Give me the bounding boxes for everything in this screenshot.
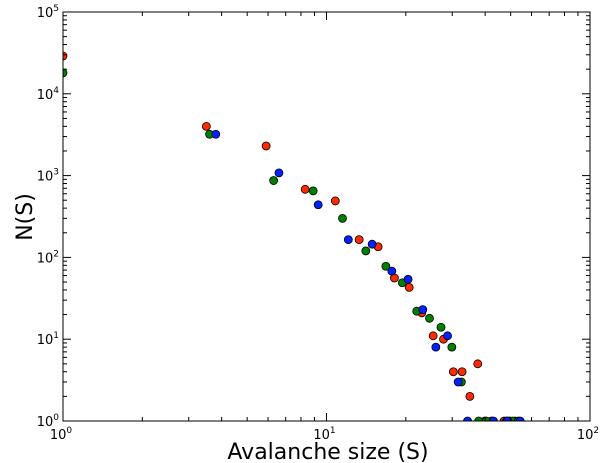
data-points bbox=[63, 51, 525, 421]
plot-frame bbox=[62, 11, 591, 422]
data-point bbox=[381, 261, 391, 271]
data-point bbox=[436, 322, 446, 332]
data-point bbox=[431, 342, 441, 352]
data-point bbox=[338, 213, 347, 223]
y-tick-label: 103 bbox=[37, 168, 59, 185]
data-point bbox=[274, 168, 284, 178]
data-point bbox=[308, 186, 318, 196]
data-point bbox=[269, 176, 279, 185]
data-point bbox=[473, 359, 483, 369]
data-point bbox=[300, 184, 310, 194]
data-point bbox=[261, 141, 271, 151]
data-point bbox=[503, 416, 512, 421]
data-point bbox=[63, 51, 68, 61]
data-point bbox=[428, 331, 438, 341]
x-tick-label: 100 bbox=[50, 426, 73, 443]
data-point bbox=[387, 266, 397, 276]
data-point bbox=[515, 416, 525, 421]
data-point bbox=[211, 129, 221, 139]
data-point bbox=[330, 196, 340, 206]
y-tick-label: 105 bbox=[37, 4, 59, 21]
data-point bbox=[463, 416, 472, 421]
data-point bbox=[367, 239, 377, 249]
data-point bbox=[425, 313, 434, 323]
x-tick-label: 101 bbox=[313, 426, 335, 443]
x-axis-label: Avalanche size (S) bbox=[227, 440, 428, 463]
data-point bbox=[443, 331, 452, 341]
data-point bbox=[489, 416, 498, 421]
data-point bbox=[453, 377, 463, 387]
data-point bbox=[354, 235, 364, 245]
y-tick-label: 100 bbox=[37, 413, 60, 430]
y-tick-label: 104 bbox=[37, 86, 60, 103]
data-point bbox=[465, 391, 475, 401]
axis-tick-labels: 100 101 102 100 101 102 103 104 105 bbox=[37, 4, 599, 443]
data-point bbox=[418, 305, 428, 315]
data-point bbox=[404, 282, 414, 292]
data-point bbox=[63, 68, 68, 78]
data-point bbox=[448, 367, 458, 377]
data-point bbox=[201, 121, 211, 131]
y-tick-label: 102 bbox=[37, 249, 59, 266]
x-tick-label: 102 bbox=[577, 426, 599, 443]
y-axis-label: N(S) bbox=[13, 193, 38, 241]
data-point bbox=[457, 367, 467, 377]
data-point bbox=[361, 246, 371, 256]
axis-ticks bbox=[62, 11, 591, 422]
y-tick-label: 101 bbox=[37, 331, 59, 348]
data-point bbox=[313, 200, 323, 210]
data-point bbox=[403, 274, 413, 284]
data-point bbox=[447, 342, 457, 352]
data-point bbox=[474, 416, 484, 421]
data-point bbox=[481, 416, 491, 421]
data-point bbox=[343, 235, 353, 245]
